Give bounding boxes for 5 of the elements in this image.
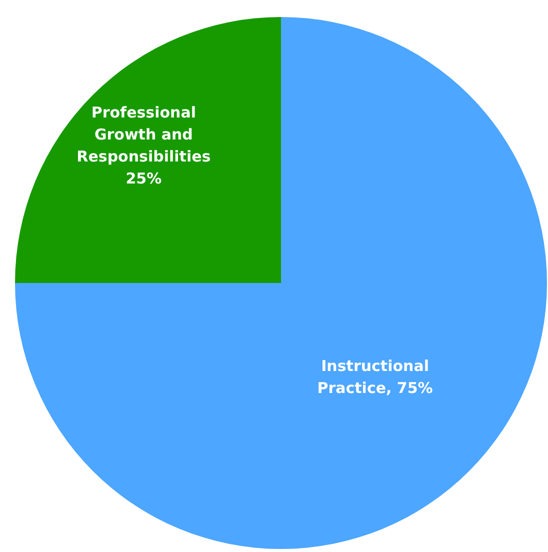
- slice-label: Professional Growth and Responsibilities: [76, 104, 211, 166]
- pie-slice: [15, 17, 547, 549]
- slice-label: Instructional Practice, 75%: [317, 357, 433, 398]
- pie-slice: [15, 17, 281, 283]
- data-label: 25%: [126, 170, 162, 188]
